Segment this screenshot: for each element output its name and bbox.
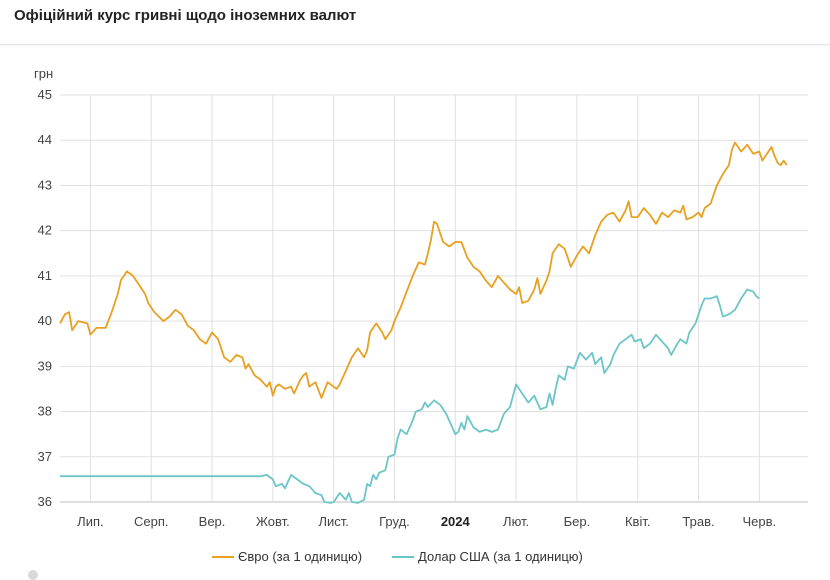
y-tick-label: 37: [38, 449, 52, 464]
y-tick-label: 45: [38, 87, 52, 102]
chart-series: [59, 141, 788, 504]
scroll-indicator: [28, 570, 38, 580]
y-tick-label: 40: [38, 313, 52, 328]
y-tick-label: 39: [38, 358, 52, 373]
x-tick-label: Квіт.: [625, 514, 651, 529]
chart-grid: [60, 94, 808, 503]
x-tick-label: Бер.: [564, 514, 591, 529]
x-tick-label: Лип.: [77, 514, 103, 529]
series-line-1: [60, 288, 760, 504]
page-title: Офіційний курс гривні щодо іноземних вал…: [14, 7, 357, 24]
legend-label: Євро (за 1 одиницю): [238, 549, 362, 564]
chart-legend[interactable]: Євро (за 1 одиницю) Долар США (за 1 одини…: [212, 549, 583, 564]
y-axis-unit-label: грн: [34, 66, 53, 81]
y-tick-label: 43: [38, 177, 52, 192]
x-tick-label: Жовт.: [256, 514, 290, 529]
x-tick-label: Груд.: [379, 514, 410, 529]
legend-item-1[interactable]: Долар США (за 1 одиницю): [392, 549, 583, 564]
y-tick-label: 36: [38, 494, 52, 509]
y-axis-ticks: 36 37 38 39 40 41 42 43 44 45: [38, 87, 52, 509]
header-divider: [0, 44, 830, 45]
x-tick-label: Вер.: [199, 514, 226, 529]
x-axis-ticks: Лип. Серп. Вер. Жовт. Лист. Груд. 2024 Лют. Бер.…: [77, 514, 776, 529]
x-tick-label: Серп.: [134, 514, 169, 529]
series-line-0: [59, 141, 788, 399]
y-tick-label: 38: [38, 404, 52, 419]
y-tick-label: 42: [38, 223, 52, 238]
legend-label: Долар США (за 1 одиницю): [418, 549, 583, 564]
x-tick-label: 2024: [441, 514, 471, 529]
x-tick-label: Лют.: [503, 514, 529, 529]
y-tick-label: 44: [38, 132, 52, 147]
legend-item-0[interactable]: Євро (за 1 одиницю): [212, 549, 362, 564]
x-tick-label: Черв.: [743, 514, 777, 529]
x-tick-label: Трав.: [682, 514, 714, 529]
x-tick-label: Лист.: [318, 514, 348, 529]
y-tick-label: 41: [38, 268, 52, 283]
